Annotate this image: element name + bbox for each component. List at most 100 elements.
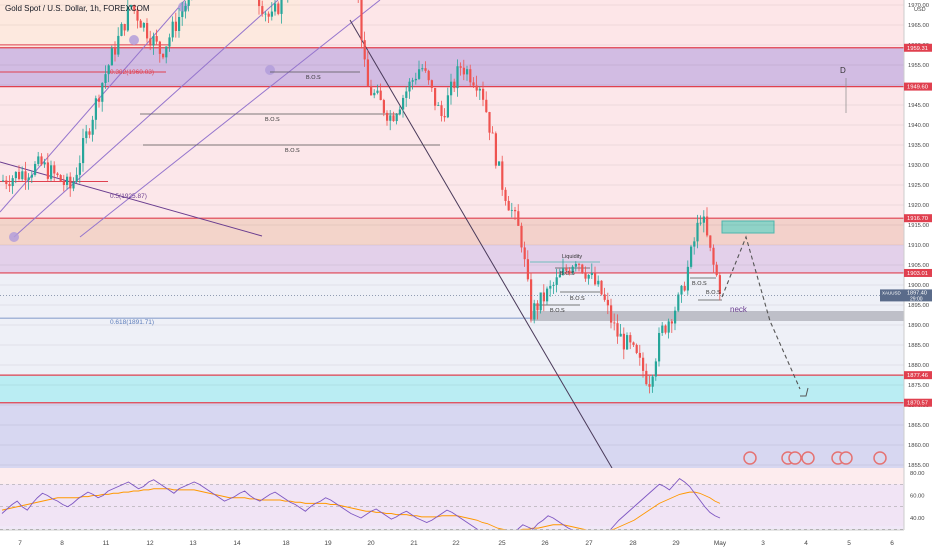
price-tick: 1865.00	[908, 423, 929, 429]
candle	[699, 222, 702, 224]
price-zone	[0, 218, 380, 245]
candle	[670, 321, 673, 324]
candle	[606, 299, 609, 306]
currency-label: USD	[914, 7, 926, 13]
candle	[402, 97, 405, 110]
price-zone	[0, 272, 904, 376]
candle	[130, 5, 133, 7]
candle	[379, 90, 382, 101]
candle	[501, 161, 504, 190]
candle	[274, 3, 277, 12]
candle	[638, 352, 641, 358]
candle	[440, 105, 443, 117]
annotation-label: B.O.S	[306, 75, 321, 81]
candle	[603, 294, 606, 300]
annotation-label: B.O.S	[550, 308, 565, 314]
candle	[632, 342, 635, 345]
time-tick: 26	[541, 540, 549, 547]
candle	[558, 274, 561, 278]
candle	[510, 209, 513, 211]
candle	[50, 165, 53, 179]
time-tick: 12	[146, 540, 154, 547]
annotation-label: B.O.S	[560, 271, 575, 277]
candle	[466, 69, 469, 75]
price-tick: 1965.00	[908, 23, 929, 29]
time-axis-bg	[0, 530, 932, 550]
candle	[142, 22, 145, 28]
candle	[459, 66, 462, 68]
rsi-tick: 40.00	[910, 516, 925, 522]
price-tick: 1905.00	[908, 263, 929, 269]
candle	[549, 285, 552, 289]
candle	[590, 272, 593, 275]
time-tick: 7	[18, 540, 22, 547]
candle	[642, 357, 645, 371]
last-price-value: 1897.40	[907, 290, 927, 296]
candle	[149, 38, 152, 46]
candle	[280, 0, 283, 14]
candle	[696, 222, 699, 242]
candles-layer	[2, 0, 721, 394]
candle	[450, 81, 453, 96]
price-level-tag	[904, 268, 932, 277]
candle	[366, 59, 369, 86]
candle	[507, 200, 510, 211]
candle	[101, 82, 104, 102]
candle	[504, 189, 507, 201]
candle	[21, 171, 24, 180]
candle	[488, 112, 491, 133]
candle	[162, 53, 165, 58]
candle	[706, 216, 709, 236]
time-tick: 11	[103, 540, 110, 547]
candle	[568, 270, 571, 273]
time-axis[interactable]: 7 8 11 12 13 14 18 19 20 21 22 25 26 27 28 29 May 3 4 5 6	[0, 529, 932, 550]
price-tick: 1895.00	[908, 303, 929, 309]
drawings-layer	[0, 0, 904, 469]
price-tick: 1930.00	[908, 163, 929, 169]
candle	[478, 88, 481, 91]
time-tick: 14	[233, 540, 241, 547]
candle	[139, 20, 142, 28]
annotation-label: B.O.S	[706, 290, 721, 296]
candle	[587, 274, 590, 279]
candle	[382, 100, 385, 113]
candle	[539, 292, 542, 311]
candle	[158, 41, 161, 54]
time-tick: 8	[60, 540, 64, 547]
time-tick: 19	[324, 540, 332, 547]
candle	[645, 370, 648, 385]
candle	[152, 36, 155, 46]
price-tick: 1940.00	[908, 123, 929, 129]
candle	[693, 241, 696, 247]
candle	[491, 132, 494, 134]
candle	[408, 81, 411, 92]
candle	[437, 105, 440, 107]
price-level-label: 1877.46	[907, 373, 928, 379]
candle	[98, 98, 101, 102]
candle	[146, 22, 149, 39]
candle	[59, 175, 62, 182]
candle	[677, 294, 680, 311]
candle	[114, 48, 117, 55]
price-tick: 1970.00	[908, 3, 929, 9]
candle	[702, 216, 705, 223]
candle	[370, 85, 373, 96]
fib-label-2: 0.618(1891.71)	[110, 319, 154, 326]
anchor-point	[9, 232, 19, 242]
candle	[517, 211, 520, 226]
candle	[674, 310, 677, 324]
price-level-tag	[904, 43, 932, 52]
candle	[530, 279, 533, 320]
time-tick: 5	[847, 540, 851, 547]
candle	[597, 280, 600, 285]
trend-line	[349, 19, 613, 469]
last-price-countdown: 29:00	[910, 296, 923, 302]
candle	[654, 361, 657, 377]
candle	[171, 21, 174, 38]
rsi-pane[interactable]	[0, 468, 904, 543]
candle	[264, 13, 267, 15]
candle	[168, 37, 171, 47]
